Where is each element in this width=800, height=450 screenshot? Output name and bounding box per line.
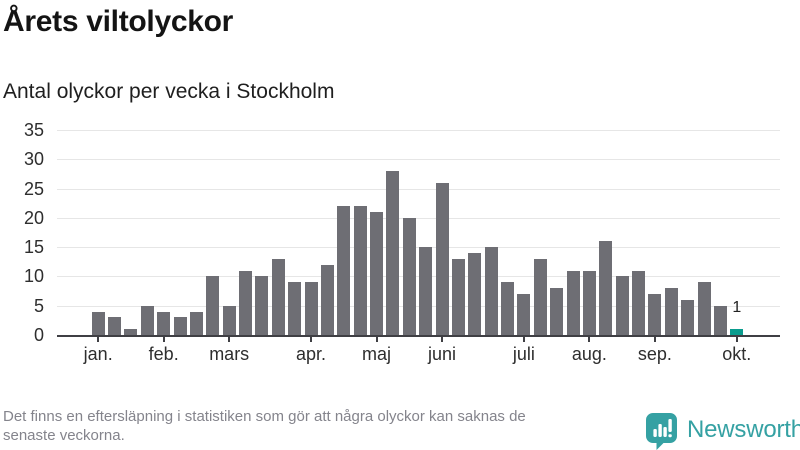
x-tick-feb	[162, 337, 165, 342]
newsworthy-logo-text: Newsworthy	[687, 416, 800, 443]
x-tick-label-maj: maj	[362, 344, 392, 364]
bar-week-5	[157, 311, 171, 335]
bar-week-40	[730, 329, 744, 335]
bar-week-34	[632, 270, 646, 335]
bar-week-20	[402, 217, 416, 335]
bar-week-30	[566, 270, 580, 335]
bar-week-39	[713, 305, 727, 335]
bar-week-3	[124, 329, 138, 335]
gridline-y-25	[57, 188, 780, 190]
x-tick-label-aug: aug.	[571, 344, 607, 364]
bar-week-12	[271, 258, 285, 335]
footnote: Det finns en eftersläpning i statistiken…	[3, 407, 526, 445]
bar-week-31	[582, 270, 596, 335]
y-tick-label-35: 35	[23, 120, 44, 140]
x-tick-juni	[441, 337, 444, 342]
logo-mini-bars	[653, 419, 672, 438]
gridline-y-20	[57, 217, 780, 219]
footnote-line-1: Det finns en eftersläpning i statistiken…	[3, 408, 526, 425]
x-tick-jan	[97, 337, 100, 342]
bar-week-2	[108, 317, 122, 335]
gridline-y-35	[57, 130, 780, 131]
bar-chart: 0 5 10 15 20 25 30 35 jan. feb. mars apr. maj juni jul…	[23, 120, 780, 364]
bar-week-35	[648, 294, 662, 335]
bar-week-10	[239, 270, 253, 335]
bar-week-1	[91, 311, 105, 335]
y-tick-label-15: 15	[23, 237, 44, 258]
newsworthy-logo-icon	[646, 413, 677, 450]
x-tick-aug	[588, 337, 591, 342]
y-tick-label-5: 5	[33, 295, 44, 316]
bar-week-6	[173, 317, 187, 335]
gridline-y-5	[57, 305, 780, 307]
bar-week-24	[468, 253, 482, 335]
bar-week-16	[337, 206, 351, 335]
bar-week-29	[550, 288, 564, 335]
bar-week-18	[370, 212, 384, 335]
x-tick-label-sep: sep.	[637, 344, 672, 364]
x-tick-okt	[735, 337, 738, 342]
x-tick-label-mars: mars	[209, 344, 250, 364]
y-tick-label-20: 20	[23, 207, 44, 228]
bar-week-25	[484, 247, 498, 335]
bar-week-32	[599, 241, 613, 335]
bar-week-21	[419, 247, 433, 335]
bar-week-28	[533, 258, 547, 335]
x-tick-sep	[653, 337, 656, 342]
x-tick-label-jan: jan.	[83, 344, 113, 364]
bar-week-8	[206, 276, 220, 335]
bar-week-19	[386, 171, 400, 335]
bar-week-9	[222, 305, 236, 335]
gridline-y-10	[57, 276, 780, 278]
x-tick-maj	[375, 337, 378, 342]
bar-week-7	[189, 311, 203, 335]
bar-week-33	[615, 276, 629, 335]
bar-week-22	[435, 182, 449, 335]
bar-week-11	[255, 276, 269, 335]
footnote-line-2: senaste veckorna.	[3, 427, 125, 444]
bar-week-4	[140, 305, 154, 335]
bar-week-26	[501, 282, 515, 335]
x-tick-label-feb: feb.	[148, 344, 179, 364]
y-tick-label-30: 30	[23, 149, 44, 170]
x-tick-mars	[228, 337, 231, 342]
x-tick-label-okt: okt.	[722, 344, 752, 364]
chart-subtitle: Antal olyckor per vecka i Stockholm	[3, 80, 335, 103]
bar-week-38	[697, 282, 711, 335]
gridline-y-15	[57, 247, 780, 249]
y-tick-label-0: 0	[33, 325, 44, 345]
y-tick-label-10: 10	[23, 266, 44, 287]
bar-week-27	[517, 294, 531, 335]
y-tick-label-25: 25	[23, 178, 44, 199]
bar-week-15	[320, 264, 334, 335]
bar-week-23	[451, 258, 465, 335]
bar-week-14	[304, 282, 318, 335]
newsworthy-logo: Newsworthy	[646, 413, 800, 450]
x-axis-line	[57, 335, 780, 337]
bar-week-37	[681, 299, 695, 335]
page-title: Årets viltolyckor	[3, 5, 233, 38]
x-tick-label-apr: apr.	[296, 344, 327, 364]
x-tick-juli	[522, 337, 525, 342]
bar-week-13	[288, 282, 302, 335]
gridline-y-30	[57, 159, 780, 161]
x-tick-label-juni: juni	[428, 344, 457, 364]
bar-week-36	[664, 288, 678, 335]
bar-value-label: 1	[732, 299, 742, 317]
bar-week-17	[353, 206, 367, 335]
x-tick-apr	[310, 337, 313, 342]
x-tick-label-juli: juli	[512, 344, 535, 364]
